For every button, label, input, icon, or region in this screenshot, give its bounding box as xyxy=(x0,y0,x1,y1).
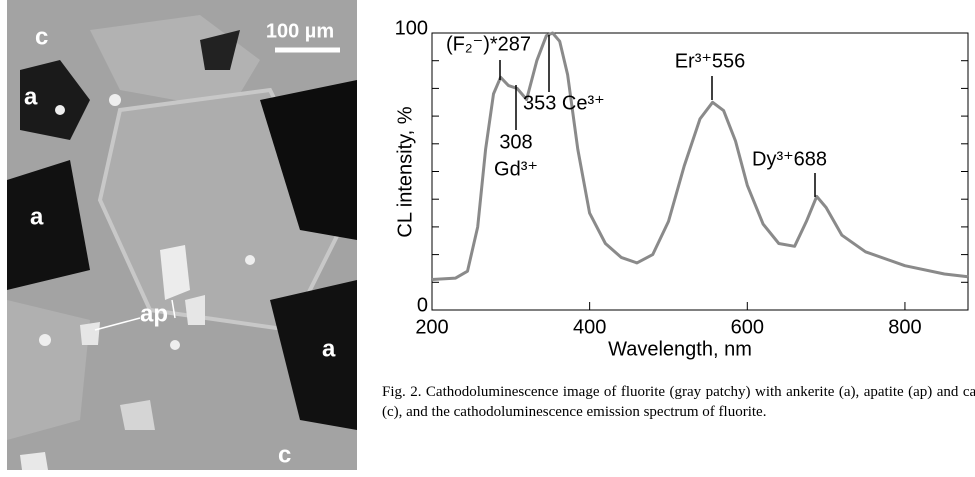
y-tick-label: 0 xyxy=(417,294,428,316)
spectrum-chart: CL intensity, % Wavelength, nm 0 100 200 40… xyxy=(394,17,968,360)
apatite xyxy=(80,322,100,345)
apatite xyxy=(39,334,51,346)
annotation: Gd³⁺ xyxy=(494,158,538,180)
grain xyxy=(7,300,90,440)
mineral-label: a xyxy=(30,203,44,230)
apatite xyxy=(245,255,255,265)
apatite xyxy=(55,105,65,115)
apatite xyxy=(109,94,121,106)
mineral-label: c xyxy=(278,441,291,468)
annotation: 308 xyxy=(499,131,532,153)
apatite xyxy=(20,452,48,470)
mineral-label: a xyxy=(322,335,336,362)
mineral-label: ap xyxy=(140,300,168,327)
x-tick-label: 600 xyxy=(731,316,764,338)
caption: Fig. 2. Cathodoluminescence image of flu… xyxy=(382,382,975,422)
annotation: Er³⁺556 xyxy=(675,50,746,72)
y-tick-label: 100 xyxy=(395,17,428,39)
apatite xyxy=(170,340,180,350)
scale-label: 100 µm xyxy=(266,20,334,42)
figure: 100 µm c a a ap a c CL intensity, % Wave… xyxy=(0,0,975,477)
mineral-label: c xyxy=(35,23,48,50)
annotation: Dy³⁺688 xyxy=(752,148,827,170)
mineral-label: a xyxy=(24,83,38,110)
cl-image: 100 µm c a a ap a c xyxy=(7,0,357,470)
y-axis-label: CL intensity, % xyxy=(394,106,416,237)
x-tick-label: 400 xyxy=(573,316,606,338)
x-tick-label: 200 xyxy=(415,316,448,338)
apatite xyxy=(185,295,205,325)
annotation: 353 Ce³⁺ xyxy=(523,92,605,114)
x-axis-label: Wavelength, nm xyxy=(608,338,752,360)
x-tick-label: 800 xyxy=(888,316,921,338)
apatite xyxy=(120,400,155,430)
apatite xyxy=(160,245,190,300)
annotation: (F₂⁻)*287 xyxy=(446,33,531,55)
